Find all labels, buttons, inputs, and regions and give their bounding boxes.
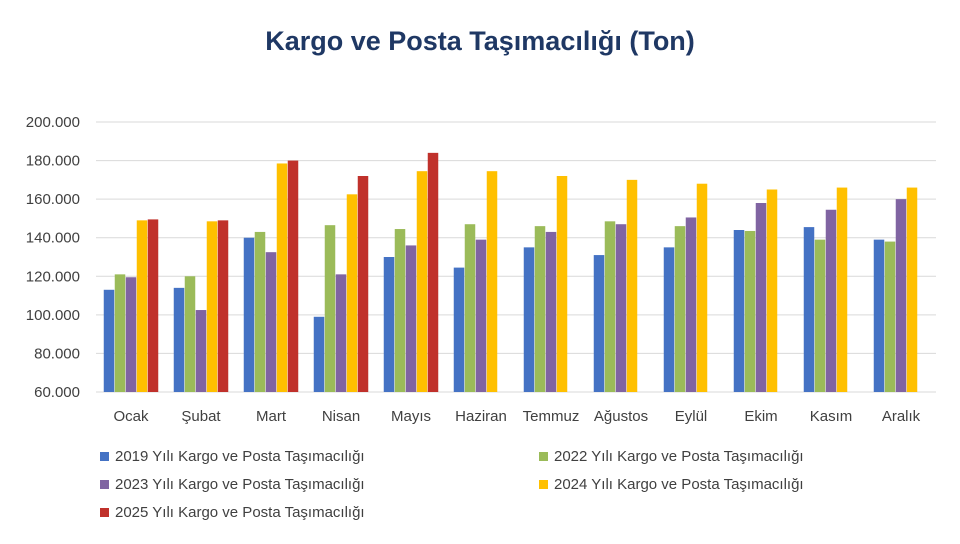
legend-label: 2022 Yılı Kargo ve Posta Taşımacılığı — [554, 448, 804, 465]
bar — [427, 152, 439, 392]
bar — [545, 231, 557, 392]
bar — [394, 229, 406, 392]
bar — [825, 209, 837, 392]
bar — [206, 221, 218, 392]
legend-label: 2019 Yılı Kargo ve Posta Taşımacılığı — [115, 448, 365, 465]
bar — [674, 226, 686, 392]
bar — [103, 289, 115, 392]
bar — [125, 277, 137, 392]
bar — [136, 220, 148, 392]
bar — [604, 221, 616, 392]
bar — [453, 267, 465, 392]
x-axis-category-labels: Ocak Şubat Mart Nisan Mayıs Haziran Temmuz Ağus… — [113, 408, 920, 425]
y-tick-label: 200.000 — [26, 114, 80, 131]
bar — [685, 217, 697, 392]
y-tick-label: 180.000 — [26, 153, 80, 170]
x-tick-label: Mart — [256, 408, 287, 425]
bar — [696, 183, 708, 392]
bar — [147, 219, 159, 392]
bar — [733, 230, 745, 392]
legend-item: 2022 Yılı Kargo ve Posta Taşımacılığı — [539, 448, 804, 465]
x-tick-label: Şubat — [181, 408, 221, 425]
chart-title: Kargo ve Posta Taşımacılığı (Ton) — [265, 26, 695, 56]
y-tick-label: 120.000 — [26, 268, 80, 285]
bar — [313, 316, 325, 392]
bar — [357, 176, 369, 392]
bar — [114, 274, 126, 392]
bar — [486, 171, 498, 392]
bar — [663, 247, 675, 392]
x-tick-label: Haziran — [455, 408, 507, 425]
y-tick-label: 80.000 — [34, 345, 80, 362]
bar — [276, 163, 288, 392]
x-tick-label: Kasım — [810, 408, 853, 425]
bar — [287, 160, 299, 392]
y-tick-label: 160.000 — [26, 191, 80, 208]
bar — [265, 252, 277, 392]
bar — [626, 179, 638, 392]
bar — [766, 189, 778, 392]
bar — [884, 241, 896, 392]
bar — [346, 194, 358, 392]
x-tick-label: Nisan — [322, 408, 360, 425]
legend-item: 2019 Yılı Kargo ve Posta Taşımacılığı — [100, 448, 365, 465]
bar — [173, 287, 185, 392]
x-tick-label: Ocak — [113, 408, 149, 425]
legend-item: 2023 Yılı Kargo ve Posta Taşımacılığı — [100, 476, 365, 493]
bars — [103, 152, 918, 392]
x-tick-label: Ağustos — [594, 408, 648, 425]
legend-label: 2024 Yılı Kargo ve Posta Taşımacılığı — [554, 476, 804, 493]
bar — [593, 255, 605, 392]
bar — [254, 231, 266, 392]
bar — [895, 199, 907, 392]
bar — [243, 237, 255, 392]
bar — [556, 176, 568, 392]
x-tick-label: Temmuz — [523, 408, 580, 425]
bar — [873, 239, 885, 392]
bar — [184, 276, 196, 392]
legend-label: 2025 Yılı Kargo ve Posta Taşımacılığı — [115, 504, 365, 521]
y-axis-tick-labels: 60.000 80.000 100.000 120.000 140.000 160.000… — [26, 114, 80, 401]
bar — [615, 224, 627, 392]
gridlines — [96, 121, 936, 393]
bar — [836, 187, 848, 392]
bar — [217, 220, 229, 392]
x-tick-label: Ekim — [744, 408, 777, 425]
bar — [405, 245, 417, 392]
legend-swatch — [100, 452, 109, 461]
bar — [755, 203, 767, 392]
legend-swatch — [539, 452, 548, 461]
y-tick-label: 140.000 — [26, 230, 80, 247]
legend-swatch — [539, 480, 548, 489]
bar — [475, 239, 487, 392]
y-tick-label: 100.000 — [26, 307, 80, 324]
bar — [324, 225, 336, 392]
bar — [814, 239, 826, 392]
bar — [803, 227, 815, 392]
bar — [744, 230, 756, 392]
bar — [195, 310, 207, 392]
legend-label: 2023 Yılı Kargo ve Posta Taşımacılığı — [115, 476, 365, 493]
bar — [416, 171, 428, 392]
legend-swatch — [100, 508, 109, 517]
bar — [906, 187, 918, 392]
x-tick-label: Aralık — [882, 408, 921, 425]
x-tick-label: Mayıs — [391, 408, 431, 425]
bar — [464, 224, 476, 392]
bar — [383, 257, 395, 392]
legend-item: 2024 Yılı Kargo ve Posta Taşımacılığı — [539, 476, 804, 493]
bar — [523, 247, 535, 392]
bar — [534, 226, 546, 392]
bar — [335, 274, 347, 392]
y-tick-label: 60.000 — [34, 384, 80, 401]
x-tick-label: Eylül — [675, 408, 708, 425]
legend-item: 2025 Yılı Kargo ve Posta Taşımacılığı — [100, 504, 365, 521]
legend-swatch — [100, 480, 109, 489]
